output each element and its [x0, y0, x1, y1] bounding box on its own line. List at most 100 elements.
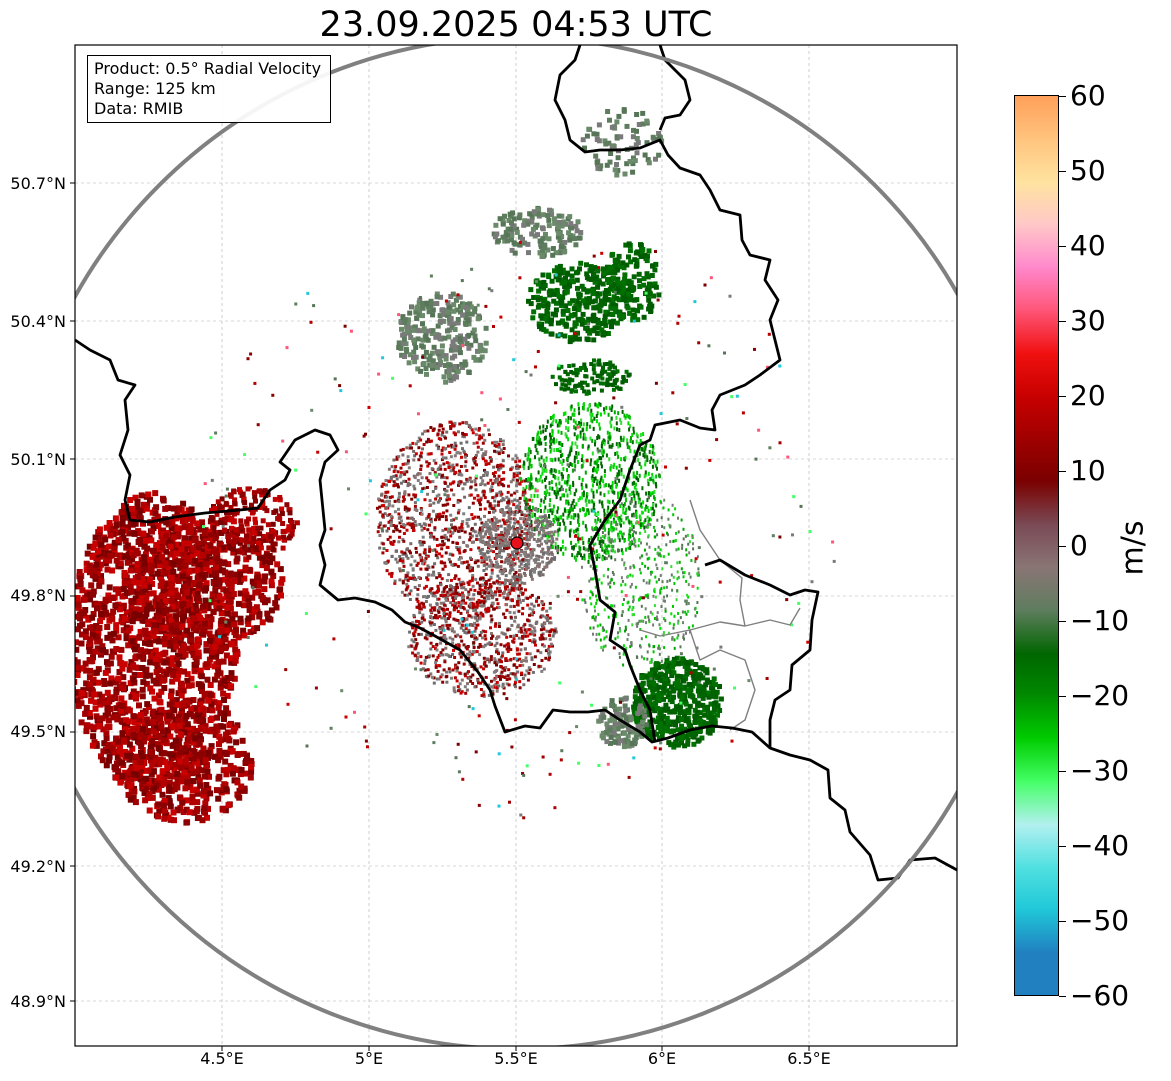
echo-cell — [229, 641, 236, 647]
echo-cell — [91, 724, 98, 731]
echo-cell — [428, 588, 432, 592]
echo-cell — [600, 376, 605, 381]
echo-cell — [413, 504, 417, 508]
echo-cell — [101, 604, 108, 611]
echo-cell — [196, 623, 203, 630]
echo-cell — [402, 539, 406, 543]
echo-cell — [234, 752, 241, 758]
echo-cell — [598, 302, 604, 308]
echo-cell — [435, 323, 441, 329]
echo-cell — [499, 555, 503, 559]
echo-cell — [455, 679, 459, 683]
echo-cell — [192, 602, 199, 609]
echo-cell — [490, 604, 494, 608]
echo-cell — [597, 362, 602, 367]
echo-cell — [213, 723, 220, 730]
echo-cell — [560, 382, 565, 387]
echo-cell — [634, 136, 640, 141]
echo-cell — [630, 134, 636, 140]
echo-cell — [160, 539, 167, 546]
echo-cell — [170, 671, 177, 678]
echo-cell — [430, 606, 434, 610]
echo-cell — [451, 526, 455, 530]
echo-cell — [451, 364, 457, 370]
echo-cell — [497, 474, 501, 478]
echo-cell — [384, 490, 388, 494]
echo-cell — [169, 580, 176, 587]
echo-cell — [556, 220, 562, 225]
echo-cell — [170, 809, 177, 816]
echo-cell — [497, 625, 501, 628]
echo-cell — [166, 701, 173, 708]
echo-cell — [217, 601, 224, 608]
echo-cell — [515, 489, 519, 493]
echo-cell — [147, 659, 154, 666]
echo-cell — [163, 548, 170, 555]
echo-cell — [459, 480, 463, 484]
echo-cell — [440, 433, 444, 437]
echo-cell — [197, 782, 204, 789]
echo-cell — [201, 773, 208, 780]
echo-cell — [161, 815, 168, 822]
echo-cell — [472, 333, 478, 339]
echo-cell — [137, 628, 144, 635]
echo-cell — [202, 757, 209, 764]
echo-cell — [649, 303, 655, 309]
echo-cell — [208, 616, 215, 623]
echo-cell — [214, 714, 221, 721]
echo-cell — [426, 309, 432, 315]
echo-cell — [164, 727, 171, 734]
echo-cell — [155, 801, 162, 808]
echo-cell — [285, 527, 291, 533]
echo-cell — [421, 561, 424, 565]
echo-cell — [197, 724, 204, 731]
echo-cell — [546, 272, 552, 278]
echo-cell — [457, 473, 461, 477]
echo-cell — [595, 373, 600, 378]
echo-cell — [490, 488, 494, 492]
echo-cell — [118, 509, 125, 516]
echo-cell — [232, 646, 239, 653]
echo-cell — [642, 252, 648, 258]
echo-cell — [131, 679, 138, 686]
echo-cell — [221, 716, 227, 722]
echo-cell — [470, 540, 474, 544]
echo-cell — [528, 287, 534, 293]
echo-cell — [493, 479, 497, 483]
echo-cell — [146, 790, 153, 797]
echo-cell — [451, 463, 455, 467]
echo-cell — [653, 261, 659, 267]
echo-cell — [393, 579, 397, 583]
echo-cell — [520, 236, 525, 242]
echo-cell — [555, 291, 560, 297]
echo-cell — [381, 513, 385, 517]
echo-cell — [173, 621, 180, 628]
echo-cell — [592, 358, 596, 363]
echo-cell — [441, 590, 444, 594]
echo-cell — [429, 615, 433, 619]
echo-cell — [198, 673, 205, 680]
echo-cell — [465, 566, 469, 570]
echo-cell — [479, 496, 483, 500]
echo-cell — [286, 524, 292, 530]
echo-cell — [106, 520, 113, 526]
echo-cell — [221, 623, 228, 629]
echo-cell — [451, 468, 455, 472]
echo-cell — [483, 468, 486, 472]
echo-cell — [196, 717, 203, 724]
echo-cell — [438, 294, 444, 300]
echo-cell — [600, 281, 606, 287]
echo-cell — [420, 508, 424, 512]
echo-cell — [77, 693, 84, 700]
echo-cell — [429, 439, 433, 443]
echo-cell — [532, 611, 536, 614]
echo-cell — [516, 511, 519, 514]
echo-cell — [76, 622, 83, 629]
echo-cell — [428, 298, 434, 304]
echo-cell — [145, 602, 152, 609]
echo-cell — [528, 632, 532, 636]
echo-cell — [567, 379, 571, 384]
echo-cell — [238, 518, 244, 524]
echo-cell — [455, 541, 459, 545]
map-title: 23.09.2025 04:53 UTC — [319, 5, 713, 45]
